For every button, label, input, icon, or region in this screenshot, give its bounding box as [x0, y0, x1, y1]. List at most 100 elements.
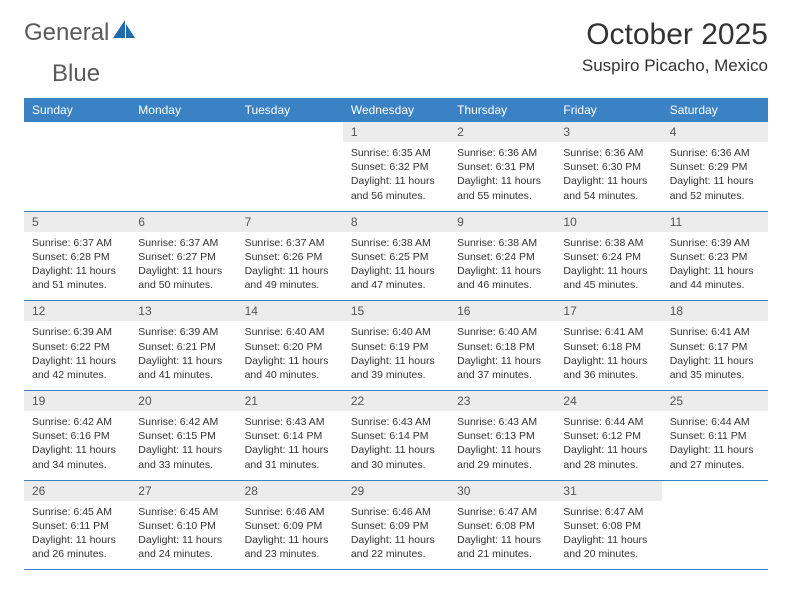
day-data-line: Sunset: 6:32 PM	[351, 160, 441, 174]
day-data: Sunrise: 6:43 AMSunset: 6:14 PMDaylight:…	[343, 411, 449, 480]
day-data: Sunrise: 6:38 AMSunset: 6:24 PMDaylight:…	[555, 232, 661, 301]
day-data: Sunrise: 6:38 AMSunset: 6:25 PMDaylight:…	[343, 232, 449, 301]
day-number: 6	[130, 212, 236, 232]
day-data-line: Daylight: 11 hours and 29 minutes.	[457, 443, 547, 471]
day-data-line: Daylight: 11 hours and 49 minutes.	[245, 264, 335, 292]
week-row: 12Sunrise: 6:39 AMSunset: 6:22 PMDayligh…	[24, 301, 768, 391]
day-cell: 8Sunrise: 6:38 AMSunset: 6:25 PMDaylight…	[343, 211, 449, 301]
day-cell: 18Sunrise: 6:41 AMSunset: 6:17 PMDayligh…	[662, 301, 768, 391]
day-data-line: Daylight: 11 hours and 50 minutes.	[138, 264, 228, 292]
sail-icon	[111, 18, 137, 47]
day-data: Sunrise: 6:37 AMSunset: 6:27 PMDaylight:…	[130, 232, 236, 301]
day-data-line: Daylight: 11 hours and 40 minutes.	[245, 354, 335, 382]
day-cell	[130, 122, 236, 211]
day-data-line: Sunset: 6:28 PM	[32, 250, 122, 264]
day-data-line: Sunset: 6:09 PM	[351, 519, 441, 533]
day-number: 9	[449, 212, 555, 232]
day-data-line: Sunrise: 6:44 AM	[563, 415, 653, 429]
day-cell: 2Sunrise: 6:36 AMSunset: 6:31 PMDaylight…	[449, 122, 555, 211]
day-data	[130, 128, 236, 186]
day-number: 28	[237, 481, 343, 501]
day-data-line: Sunset: 6:22 PM	[32, 340, 122, 354]
day-data-line: Sunset: 6:29 PM	[670, 160, 760, 174]
day-data-line: Daylight: 11 hours and 33 minutes.	[138, 443, 228, 471]
day-data: Sunrise: 6:36 AMSunset: 6:31 PMDaylight:…	[449, 142, 555, 211]
day-data: Sunrise: 6:41 AMSunset: 6:18 PMDaylight:…	[555, 321, 661, 390]
day-data-line: Sunrise: 6:46 AM	[351, 505, 441, 519]
day-number: 1	[343, 122, 449, 142]
day-data-line: Sunset: 6:15 PM	[138, 429, 228, 443]
day-data-line: Sunset: 6:12 PM	[563, 429, 653, 443]
day-data-line: Sunrise: 6:38 AM	[457, 236, 547, 250]
day-number: 11	[662, 212, 768, 232]
day-data-line: Sunrise: 6:39 AM	[138, 325, 228, 339]
day-data-line: Daylight: 11 hours and 34 minutes.	[32, 443, 122, 471]
day-data	[24, 128, 130, 186]
day-number: 16	[449, 301, 555, 321]
week-row: 1Sunrise: 6:35 AMSunset: 6:32 PMDaylight…	[24, 122, 768, 211]
day-data-line: Sunrise: 6:43 AM	[457, 415, 547, 429]
day-data-line: Sunrise: 6:36 AM	[670, 146, 760, 160]
day-data: Sunrise: 6:43 AMSunset: 6:14 PMDaylight:…	[237, 411, 343, 480]
day-data-line: Sunrise: 6:40 AM	[351, 325, 441, 339]
day-data-line: Sunset: 6:10 PM	[138, 519, 228, 533]
day-number: 7	[237, 212, 343, 232]
day-data: Sunrise: 6:42 AMSunset: 6:15 PMDaylight:…	[130, 411, 236, 480]
day-data-line: Sunrise: 6:43 AM	[245, 415, 335, 429]
day-data-line: Daylight: 11 hours and 20 minutes.	[563, 533, 653, 561]
day-cell: 3Sunrise: 6:36 AMSunset: 6:30 PMDaylight…	[555, 122, 661, 211]
day-data-line: Daylight: 11 hours and 24 minutes.	[138, 533, 228, 561]
day-data: Sunrise: 6:43 AMSunset: 6:13 PMDaylight:…	[449, 411, 555, 480]
day-cell: 16Sunrise: 6:40 AMSunset: 6:18 PMDayligh…	[449, 301, 555, 391]
day-number: 14	[237, 301, 343, 321]
day-number: 2	[449, 122, 555, 142]
day-data-line: Sunrise: 6:37 AM	[245, 236, 335, 250]
day-data-line: Daylight: 11 hours and 23 minutes.	[245, 533, 335, 561]
brand-name-b: Blue	[24, 60, 100, 87]
day-number: 31	[555, 481, 661, 501]
day-data: Sunrise: 6:40 AMSunset: 6:20 PMDaylight:…	[237, 321, 343, 390]
week-row: 5Sunrise: 6:37 AMSunset: 6:28 PMDaylight…	[24, 211, 768, 301]
day-data-line: Daylight: 11 hours and 41 minutes.	[138, 354, 228, 382]
day-data-line: Sunrise: 6:38 AM	[351, 236, 441, 250]
day-data-line: Daylight: 11 hours and 56 minutes.	[351, 174, 441, 202]
day-data-line: Sunset: 6:09 PM	[245, 519, 335, 533]
day-data: Sunrise: 6:42 AMSunset: 6:16 PMDaylight:…	[24, 411, 130, 480]
day-cell: 4Sunrise: 6:36 AMSunset: 6:29 PMDaylight…	[662, 122, 768, 211]
day-cell: 29Sunrise: 6:46 AMSunset: 6:09 PMDayligh…	[343, 480, 449, 570]
day-cell: 27Sunrise: 6:45 AMSunset: 6:10 PMDayligh…	[130, 480, 236, 570]
day-data-line: Sunset: 6:08 PM	[457, 519, 547, 533]
day-data-line: Sunset: 6:26 PM	[245, 250, 335, 264]
day-number: 15	[343, 301, 449, 321]
day-data-line: Sunrise: 6:39 AM	[670, 236, 760, 250]
day-data-line: Sunrise: 6:42 AM	[138, 415, 228, 429]
day-data-line: Sunset: 6:16 PM	[32, 429, 122, 443]
day-cell: 13Sunrise: 6:39 AMSunset: 6:21 PMDayligh…	[130, 301, 236, 391]
calendar-grid: Sunday Monday Tuesday Wednesday Thursday…	[24, 98, 768, 570]
day-data: Sunrise: 6:40 AMSunset: 6:19 PMDaylight:…	[343, 321, 449, 390]
day-data: Sunrise: 6:35 AMSunset: 6:32 PMDaylight:…	[343, 142, 449, 211]
day-cell: 20Sunrise: 6:42 AMSunset: 6:15 PMDayligh…	[130, 391, 236, 481]
day-cell: 31Sunrise: 6:47 AMSunset: 6:08 PMDayligh…	[555, 480, 661, 570]
dow-monday: Monday	[130, 98, 236, 122]
day-number: 20	[130, 391, 236, 411]
dow-row: Sunday Monday Tuesday Wednesday Thursday…	[24, 98, 768, 122]
day-data: Sunrise: 6:47 AMSunset: 6:08 PMDaylight:…	[555, 501, 661, 570]
day-data-line: Sunset: 6:17 PM	[670, 340, 760, 354]
day-data: Sunrise: 6:39 AMSunset: 6:23 PMDaylight:…	[662, 232, 768, 301]
day-cell: 9Sunrise: 6:38 AMSunset: 6:24 PMDaylight…	[449, 211, 555, 301]
day-data-line: Daylight: 11 hours and 42 minutes.	[32, 354, 122, 382]
day-cell: 23Sunrise: 6:43 AMSunset: 6:13 PMDayligh…	[449, 391, 555, 481]
calendar-page: General October 2025 Suspiro Picacho, Me…	[0, 0, 792, 582]
day-data: Sunrise: 6:39 AMSunset: 6:21 PMDaylight:…	[130, 321, 236, 390]
day-cell: 14Sunrise: 6:40 AMSunset: 6:20 PMDayligh…	[237, 301, 343, 391]
day-number: 27	[130, 481, 236, 501]
day-cell: 17Sunrise: 6:41 AMSunset: 6:18 PMDayligh…	[555, 301, 661, 391]
day-cell: 6Sunrise: 6:37 AMSunset: 6:27 PMDaylight…	[130, 211, 236, 301]
day-data-line: Daylight: 11 hours and 30 minutes.	[351, 443, 441, 471]
day-data-line: Sunrise: 6:40 AM	[457, 325, 547, 339]
day-data: Sunrise: 6:38 AMSunset: 6:24 PMDaylight:…	[449, 232, 555, 301]
brand-name-a: General	[24, 19, 109, 47]
day-data-line: Daylight: 11 hours and 26 minutes.	[32, 533, 122, 561]
day-number: 21	[237, 391, 343, 411]
